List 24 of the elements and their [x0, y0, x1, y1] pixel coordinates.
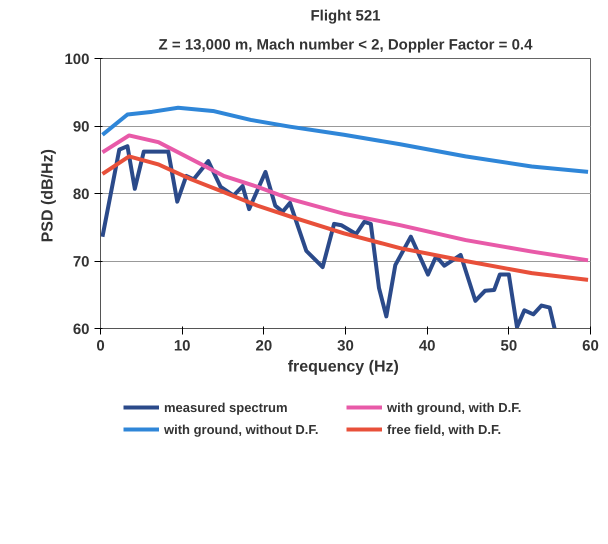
chart-title: Flight 521: [310, 8, 381, 24]
legend-label: free field, with D.F.: [387, 422, 502, 436]
y-tick-label: 80: [72, 186, 90, 203]
legend-label: measured spectrum: [164, 400, 289, 414]
x-tick-label: 50: [500, 338, 518, 354]
x-tick-label: 30: [337, 338, 354, 354]
line-series: [100, 144, 557, 328]
line-series: [100, 133, 590, 262]
x-tick-label: 10: [174, 338, 191, 354]
x-tick-label: 0: [96, 338, 105, 354]
y-tick-label: 100: [64, 51, 90, 68]
legend-label: with ground, with D.F.: [387, 400, 522, 414]
x-tick-label: 20: [255, 338, 272, 354]
x-axis-title: frequency (Hz): [288, 358, 399, 376]
y-tick-label: 90: [72, 118, 90, 136]
y-axis-title: PSD (dB/Hz): [39, 149, 56, 242]
x-tick-label: 40: [418, 338, 436, 354]
line-series: [100, 154, 590, 282]
legend-label: with ground, without D.F.: [164, 422, 320, 436]
y-tick-label: 60: [72, 321, 90, 338]
line-series: [100, 106, 590, 174]
chart-subtitle: Z = 13,000 m, Mach number < 2, Doppler Factor = 0.4: [158, 36, 534, 54]
y-tick-label: 70: [72, 254, 90, 270]
x-tick-label: 60: [582, 338, 599, 354]
